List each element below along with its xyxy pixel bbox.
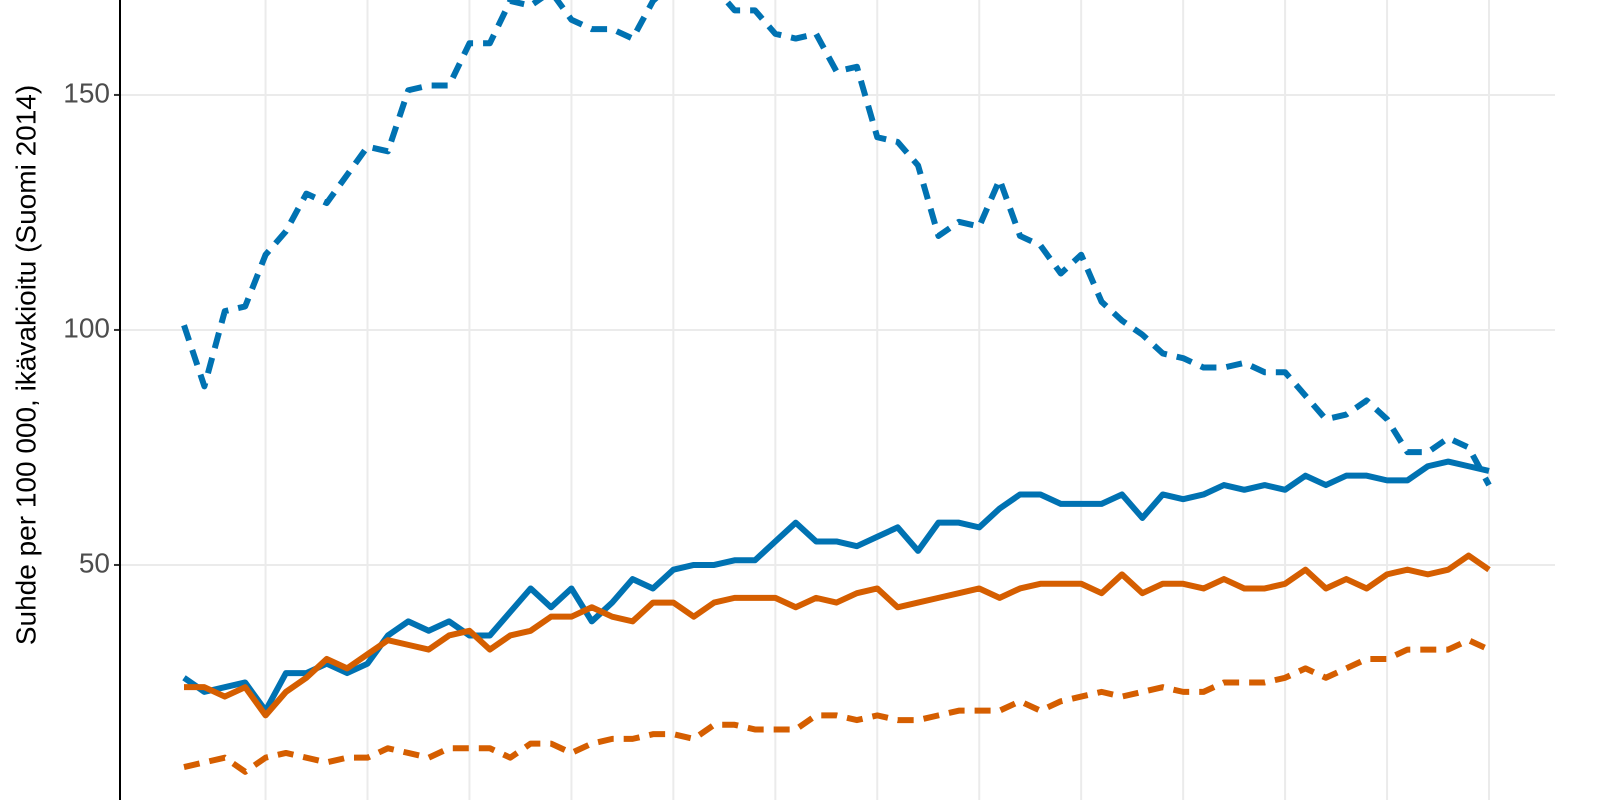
series-line — [182, 458, 1490, 714]
plot-area — [181, 0, 1492, 775]
y-tick-label: 150 — [63, 77, 110, 108]
series-line — [183, 637, 1491, 775]
y-tick-label: 50 — [79, 547, 110, 578]
y-axis-label: Suhde per 100 000, ikävakioitu (Suomi 20… — [10, 85, 41, 645]
y-tick-label: 100 — [63, 312, 110, 343]
series-line — [181, 0, 1492, 487]
series-line — [184, 552, 1491, 719]
